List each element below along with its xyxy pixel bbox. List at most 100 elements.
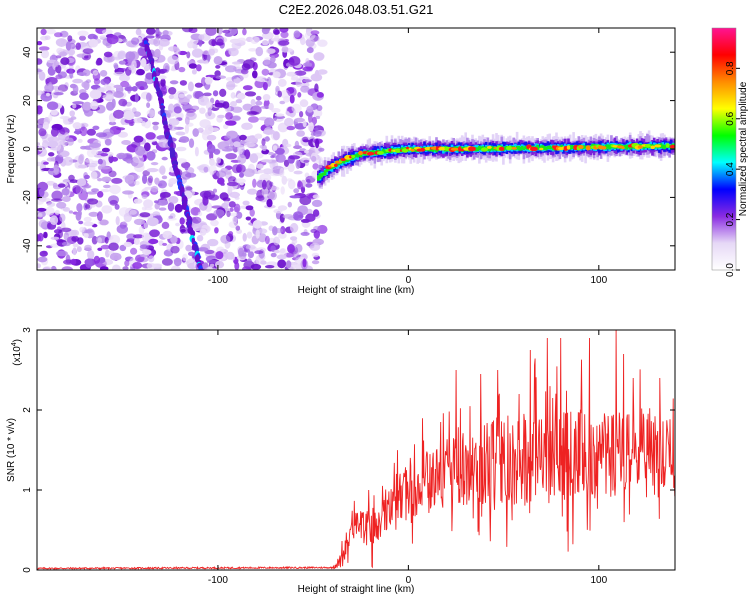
noise-blob (201, 50, 212, 55)
noise-blob (146, 262, 156, 270)
main-trace-peak (506, 145, 513, 151)
noise-blob (53, 60, 59, 67)
noise-blob (184, 124, 189, 134)
noise-blob (37, 161, 42, 167)
noise-blob (118, 68, 127, 72)
noise-blob (239, 182, 244, 186)
spectrogram-x-tick-label: -100 (208, 275, 228, 286)
noise-blob (312, 209, 320, 217)
noise-blob (86, 79, 91, 83)
noise-blob (108, 121, 117, 126)
noise-blob (311, 252, 320, 258)
noise-blob (49, 215, 59, 226)
noise-blob (141, 194, 148, 200)
noise-blob (277, 90, 283, 98)
snr-x-tick-label: 0 (406, 575, 412, 586)
noise-blob (43, 231, 48, 239)
main-trace-peak (600, 146, 607, 150)
noise-blob (264, 117, 275, 128)
noise-blob (72, 122, 82, 130)
noise-blob (48, 152, 55, 157)
snr-y-axis-label: SNR (10 * v/v) (6, 418, 17, 482)
noise-blob (98, 257, 106, 264)
noise-blob (82, 101, 93, 111)
noise-blob (54, 209, 60, 215)
noise-blob (77, 30, 89, 37)
noise-blob (47, 140, 59, 148)
noise-blob (318, 147, 325, 152)
noise-blob (310, 30, 320, 35)
main-trace-peak (351, 155, 356, 158)
noise-blob (149, 229, 160, 238)
noise-blob (261, 144, 267, 152)
noise-blob (51, 190, 63, 201)
main-trace-band (544, 146, 548, 151)
noise-blob (315, 138, 320, 149)
noise-blob (228, 47, 239, 57)
noise-blob (278, 232, 287, 239)
noise-blob (51, 198, 63, 202)
noise-blob (182, 253, 188, 262)
main-trace-band (317, 175, 320, 181)
noise-blob (114, 204, 120, 210)
main-trace-band (606, 144, 610, 149)
noise-blob (119, 244, 127, 252)
noise-blob (37, 105, 43, 115)
noise-blob (226, 181, 239, 187)
main-trace-peak (566, 145, 571, 150)
noise-blob (267, 151, 274, 156)
noise-blob (97, 247, 103, 251)
noise-blob (87, 198, 99, 205)
noise-blob (256, 163, 264, 169)
spectrogram-y-tick-label: 40 (22, 46, 33, 58)
noise-blob (89, 89, 102, 100)
noise-blob (313, 52, 325, 61)
noise-blob (160, 68, 168, 73)
noise-blob (143, 222, 149, 229)
main-trace-band (382, 148, 385, 154)
noise-blob (192, 128, 199, 137)
main-trace-band (623, 145, 627, 149)
noise-blob (55, 250, 68, 257)
noise-blob (257, 169, 264, 174)
noise-blob (209, 157, 215, 166)
noise-blob (294, 213, 299, 221)
noise-blob (136, 68, 145, 76)
noise-blob (316, 92, 324, 98)
noise-blob (272, 228, 284, 234)
noise-blob (196, 234, 204, 242)
noise-blob (300, 231, 310, 236)
noise-blob (44, 35, 51, 40)
noise-blob (116, 152, 127, 159)
main-trace-band (543, 146, 546, 151)
noise-blob (258, 78, 266, 82)
noise-blob (71, 235, 80, 242)
main-trace-band (491, 146, 495, 151)
main-trace-band (550, 146, 553, 150)
noise-blob (78, 220, 84, 225)
noise-blob (83, 216, 92, 223)
noise-blob (229, 207, 234, 212)
noise-blob (115, 216, 120, 226)
noise-blob (37, 58, 43, 65)
noise-blob (261, 179, 267, 190)
noise-blob (132, 234, 145, 239)
noise-blob (146, 92, 152, 102)
noise-blob (63, 132, 70, 141)
noise-blob (77, 164, 88, 169)
main-trace (317, 130, 675, 189)
noise-blob (317, 39, 328, 47)
noise-blob (179, 80, 187, 86)
noise-blob (92, 70, 99, 76)
noise-blob (131, 86, 138, 92)
noise-blob (61, 241, 71, 247)
noise-blob (133, 237, 140, 245)
noise-blob (180, 171, 192, 180)
noise-blob (311, 260, 320, 265)
noise-blob (111, 177, 123, 184)
noise-blob (46, 28, 56, 35)
noise-blob (207, 238, 219, 247)
noise-blob (265, 180, 273, 191)
noise-blob (229, 212, 238, 217)
